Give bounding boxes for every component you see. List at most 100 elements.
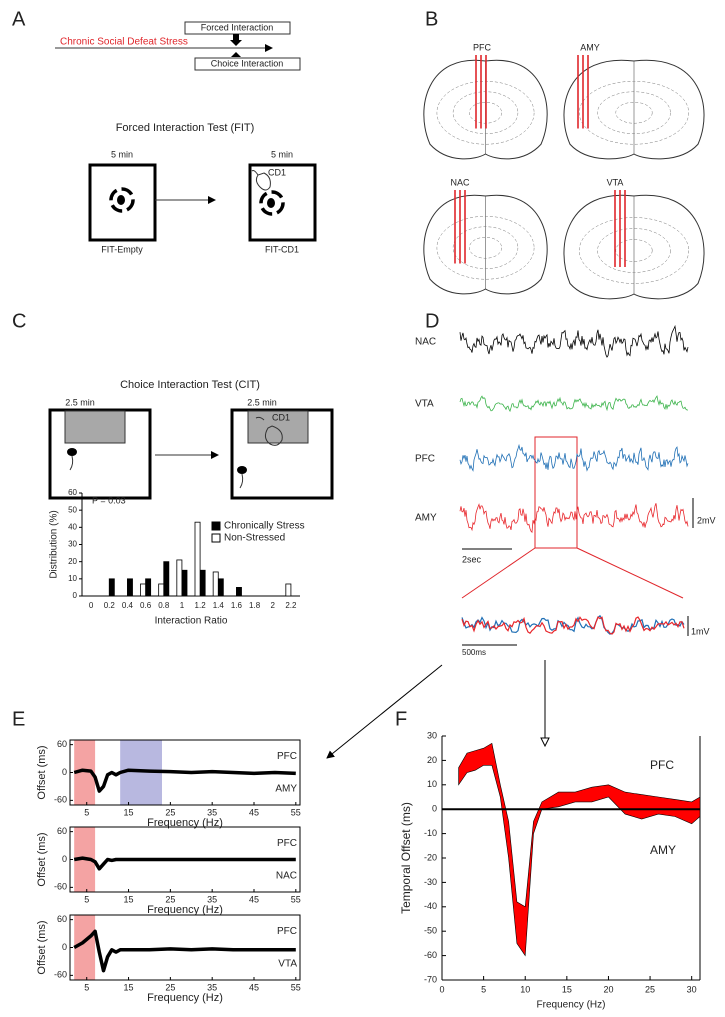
offset-line xyxy=(73,768,296,793)
region-label: PFC xyxy=(473,42,492,52)
bar xyxy=(127,578,133,597)
bar xyxy=(140,583,146,597)
intruder-mouse xyxy=(255,416,283,446)
x-tick-label: 10 xyxy=(520,984,530,994)
panel-title: Forced Interaction Test (FIT) xyxy=(116,122,255,134)
bar xyxy=(217,578,224,597)
zone xyxy=(247,410,309,444)
x-tick-label: 5 xyxy=(84,982,89,992)
y-tick-label: 60 xyxy=(57,739,67,749)
x-tick-label: 1.2 xyxy=(195,601,207,610)
bar xyxy=(108,578,115,597)
x-tick-label: 1.4 xyxy=(213,601,225,610)
bar xyxy=(199,569,206,597)
x-axis-label: Frequency (Hz) xyxy=(147,817,223,829)
box-label: Choice Interaction xyxy=(211,58,284,68)
y-tick-label: 0 xyxy=(62,854,67,864)
x-tick-label: 1 xyxy=(180,601,185,610)
panel-a: Chronic Social Defeat Stress Forced Inte… xyxy=(55,21,317,254)
region-label: VTA xyxy=(607,177,624,187)
y-tick-label: 60 xyxy=(57,914,67,924)
panel-label: E xyxy=(12,708,25,730)
brain-structure xyxy=(452,226,519,269)
x-tick-label: 0.2 xyxy=(104,601,116,610)
x-tick-label: 55 xyxy=(291,982,301,992)
x-tick-label: 45 xyxy=(249,982,259,992)
scale-label: 1mV xyxy=(691,626,710,636)
x-tick-label: 1.8 xyxy=(249,601,261,610)
region-label: NAC xyxy=(450,177,470,187)
legend-swatch xyxy=(211,521,221,531)
zoom-box xyxy=(534,436,578,549)
scale-label: 2mV xyxy=(697,515,716,525)
x-tick-label: 25 xyxy=(165,807,175,817)
panel-label: C xyxy=(12,310,26,332)
legend-swatch xyxy=(211,533,221,543)
trace-label: AMY xyxy=(415,513,437,524)
lfp-trace xyxy=(459,503,689,534)
brain-structure xyxy=(597,228,671,273)
brain-structure xyxy=(436,216,535,280)
mouse xyxy=(267,198,275,208)
x-axis-label: Frequency (Hz) xyxy=(537,1000,606,1011)
frequency-band xyxy=(74,740,96,805)
intruder-label: CD1 xyxy=(272,412,290,422)
region-label: PFC xyxy=(277,751,297,762)
region-label: AMY xyxy=(650,843,676,857)
scale-label: 500ms xyxy=(462,648,486,657)
x-tick-label: 25 xyxy=(165,982,175,992)
region-label: AMY xyxy=(275,783,297,794)
x-tick-label: 55 xyxy=(291,894,301,904)
y-tick-label: -40 xyxy=(424,901,437,911)
x-tick-label: 0.8 xyxy=(158,601,170,610)
x-tick-label: 30 xyxy=(687,984,697,994)
y-tick-label: 60 xyxy=(68,488,77,497)
y-tick-label: 20 xyxy=(68,557,77,566)
bar xyxy=(181,569,188,597)
zoom-line xyxy=(576,547,684,599)
x-tick-label: 20 xyxy=(603,984,613,994)
marker xyxy=(231,52,241,57)
duration: 2.5 min xyxy=(65,397,95,407)
x-tick-label: 35 xyxy=(207,982,217,992)
x-tick-label: 0.6 xyxy=(140,601,152,610)
panel-c: Choice Interaction Test (CIT) 2.5 min 2.… xyxy=(48,379,334,500)
panel-label: F xyxy=(395,708,407,730)
y-tick-label: -10 xyxy=(424,828,437,838)
lfp-trace xyxy=(461,614,685,635)
arena xyxy=(248,163,317,242)
y-axis-label: Temporal Offset (ms) xyxy=(399,802,413,914)
panel-label: D xyxy=(425,310,439,332)
duration: 2.5 min xyxy=(247,397,277,407)
arrow xyxy=(326,664,443,759)
x-tick-label: 0 xyxy=(439,984,444,994)
region-label: PFC xyxy=(277,926,297,937)
x-tick-label: 5 xyxy=(84,894,89,904)
y-axis-label: Offset (ms) xyxy=(36,832,48,886)
y-tick-label: -30 xyxy=(424,877,437,887)
x-tick-label: 25 xyxy=(165,894,175,904)
legend-label: Chronically Stress xyxy=(224,521,305,532)
lfp-trace xyxy=(459,443,689,472)
y-tick-label: -70 xyxy=(424,974,437,984)
x-axis-label: Frequency (Hz) xyxy=(147,904,223,916)
bar xyxy=(176,559,183,597)
bar xyxy=(212,571,219,597)
bar xyxy=(145,578,152,597)
marker xyxy=(230,40,242,46)
brain-structure xyxy=(579,217,689,284)
brain-structure xyxy=(469,237,502,259)
x-tick-label: 5 xyxy=(84,807,89,817)
intruder-label: CD1 xyxy=(268,167,286,177)
brain-structure xyxy=(597,91,671,134)
offset-band xyxy=(458,742,701,957)
region-label: NAC xyxy=(276,870,297,881)
arena-label: FIT-Empty xyxy=(101,244,143,254)
trace-label: NAC xyxy=(415,337,436,348)
lfp-trace xyxy=(459,324,689,358)
x-tick-label: 15 xyxy=(124,894,134,904)
panel-title: Choice Interaction Test (CIT) xyxy=(120,379,260,391)
arena xyxy=(230,408,334,500)
bar xyxy=(236,587,242,597)
offset-line xyxy=(73,856,296,871)
